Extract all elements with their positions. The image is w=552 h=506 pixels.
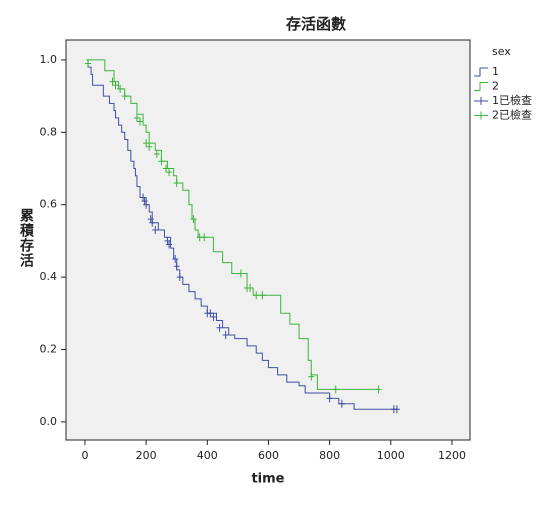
plot-area	[65, 39, 471, 441]
survival-step-line	[86, 59, 397, 410]
censor-mark	[210, 312, 217, 321]
censor-mark	[143, 200, 150, 209]
censor-mark	[308, 372, 315, 381]
censor-mark	[173, 262, 180, 271]
censor-mark	[109, 77, 116, 86]
legend-label: 1	[492, 65, 499, 78]
censor-mark	[158, 157, 165, 166]
legend-title: sex	[492, 45, 511, 58]
censor-mark	[375, 385, 382, 394]
censor-mark	[152, 226, 159, 235]
legend-symbol	[474, 82, 488, 91]
chart-title: 存活函數	[286, 15, 346, 33]
legend-label: 1已檢查	[492, 93, 532, 107]
y-tick-label: 0.6	[40, 198, 58, 211]
x-tick-label: 1200	[438, 449, 466, 462]
censor-mark	[338, 399, 345, 408]
censor-mark	[222, 331, 229, 340]
censor-mark	[146, 142, 153, 151]
censor-mark	[176, 273, 183, 282]
x-tick-label: 600	[258, 449, 279, 462]
x-tick-label: 400	[197, 449, 218, 462]
censor-mark	[247, 283, 254, 292]
censor-mark	[137, 117, 144, 126]
censor-mark	[207, 309, 214, 318]
y-tick-label: 0.8	[40, 125, 58, 138]
censor-mark	[112, 81, 119, 90]
legend-label: 2	[492, 80, 499, 93]
censor-mark	[201, 233, 208, 242]
censor-mark	[149, 218, 156, 227]
x-tick-label: 1000	[377, 449, 405, 462]
legend-symbol	[474, 97, 488, 105]
censor-mark	[172, 255, 179, 264]
y-axis-label: 累積存活	[18, 208, 35, 268]
censor-mark	[166, 168, 173, 177]
survival-step-line	[86, 59, 379, 390]
y-tick-label: 0.4	[40, 270, 58, 283]
censor-mark	[166, 240, 173, 249]
censor-mark	[259, 291, 266, 300]
censor-mark	[216, 323, 223, 332]
censor-mark	[253, 291, 260, 300]
y-tick-label: 1.0	[40, 53, 58, 66]
censor-mark	[163, 164, 170, 173]
censor-mark	[332, 385, 339, 394]
censor-mark	[133, 113, 140, 122]
x-axis-label: time	[251, 472, 284, 487]
x-tick-label: 800	[319, 449, 340, 462]
censor-mark	[153, 150, 160, 159]
censor-mark	[143, 139, 150, 148]
legend-symbol	[474, 67, 488, 77]
censor-mark	[121, 92, 128, 101]
censor-mark	[393, 405, 400, 414]
censor-mark	[117, 84, 124, 93]
censor-mark	[85, 59, 92, 68]
censor-mark	[173, 178, 180, 187]
legend-label: 2已檢查	[492, 108, 532, 122]
x-tick-label: 200	[136, 449, 157, 462]
censor-mark	[326, 394, 333, 403]
legend-symbol	[474, 111, 488, 120]
censor-mark	[190, 215, 197, 224]
censor-mark	[237, 269, 244, 278]
y-tick-label: 0.2	[40, 343, 58, 356]
y-tick-label: 0.0	[40, 415, 58, 428]
x-tick-label: 0	[81, 449, 88, 462]
